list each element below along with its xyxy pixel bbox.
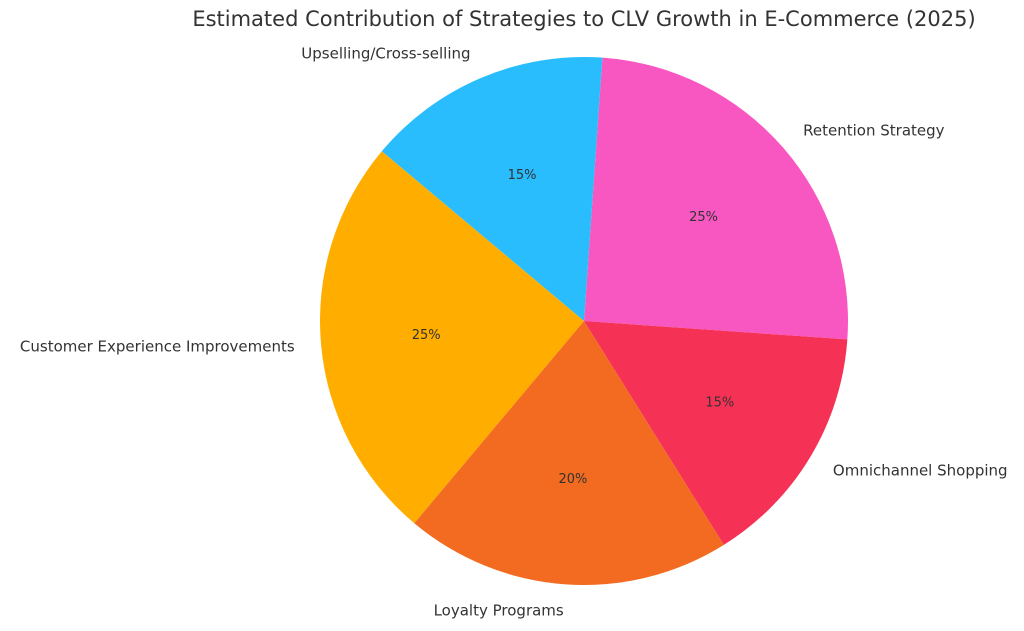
pct-label: 15% [705, 396, 734, 411]
pct-label: 15% [508, 168, 537, 183]
slice-label: Upselling/Cross-selling [301, 45, 470, 63]
pie-slice-4 [584, 321, 848, 545]
pct-label: 25% [412, 328, 441, 343]
chart-title: Estimated Contribution of Strategies to … [192, 7, 975, 31]
pie-slice-0 [584, 57, 849, 340]
pct-label: 20% [558, 472, 587, 487]
pie-slice-2 [319, 151, 584, 524]
pct-label: 25% [689, 210, 718, 225]
slice-label: Loyalty Programs [434, 602, 564, 620]
slice-label: Customer Experience Improvements [20, 337, 295, 355]
slice-label: Retention Strategy [803, 121, 944, 139]
pie-slice-1 [381, 57, 603, 321]
pie-slice-3 [414, 321, 724, 586]
slice-label: Omnichannel Shopping [833, 462, 1008, 480]
